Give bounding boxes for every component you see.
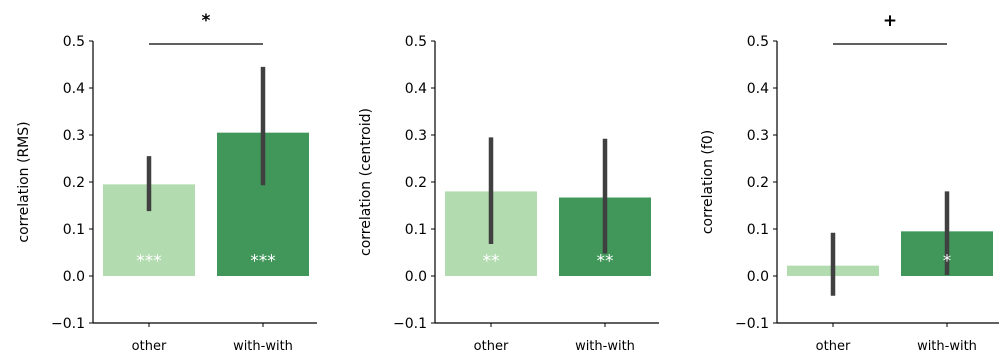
y-tick-label: 0.5 [747,34,769,50]
x-tick-label-with-with: with-with [575,339,635,353]
y-tick-label: 0.0 [63,269,85,285]
significance-marker: + [883,11,897,31]
chart-panel-3: other * with-with −0.1 0.0 0.1 0.2 0.3 0.4 0.5 cor… [700,11,999,353]
x-tick-label-with-with: with-with [917,339,977,353]
bar-label-other: *** [136,251,162,271]
x-tick-label-other: other [132,339,167,353]
x-tick-label-other: other [474,339,509,353]
y-tick-label: 0.4 [405,81,427,97]
y-tick-label: −0.1 [51,316,85,332]
y-tick-label: 0.0 [405,269,427,285]
bar-label-with-with: * [943,251,952,271]
y-tick-label: 0.2 [405,175,427,191]
y-tick-label: 0.3 [63,128,85,144]
chart-panel-2: ** other ** with-with −0.1 0.0 0.1 0.2 0.3 0.4 0.5… [358,34,659,353]
y-tick-label: 0.1 [405,222,427,238]
chart-panel-1: *** other *** with-with −0.1 0.0 0.1 0.2 0.3 0.4 0… [16,11,317,353]
significance-marker: * [202,11,211,31]
bar-label-with-with: ** [597,251,614,271]
y-tick-label: 0.4 [747,81,769,97]
y-tick-label: 0.1 [63,222,85,238]
y-tick-label: 0.1 [747,222,769,238]
y-tick-label: 0.4 [63,81,85,97]
y-tick-label: −0.1 [393,316,427,332]
y-tick-label: −0.1 [735,316,769,332]
y-tick-label: 0.0 [747,269,769,285]
x-tick-label-with-with: with-with [233,339,293,353]
y-axis-label: correlation (f0) [700,130,716,234]
bar-label-other: ** [483,251,500,271]
y-axis-label: correlation (centroid) [358,108,374,256]
y-tick-label: 0.5 [63,34,85,50]
x-tick-label-other: other [816,339,851,353]
y-tick-label: 0.3 [747,128,769,144]
bar-label-with-with: *** [250,251,276,271]
y-tick-label: 0.5 [405,34,427,50]
y-tick-label: 0.2 [63,175,85,191]
y-tick-label: 0.2 [747,175,769,191]
y-axis-label: correlation (RMS) [16,121,32,242]
y-tick-label: 0.3 [405,128,427,144]
